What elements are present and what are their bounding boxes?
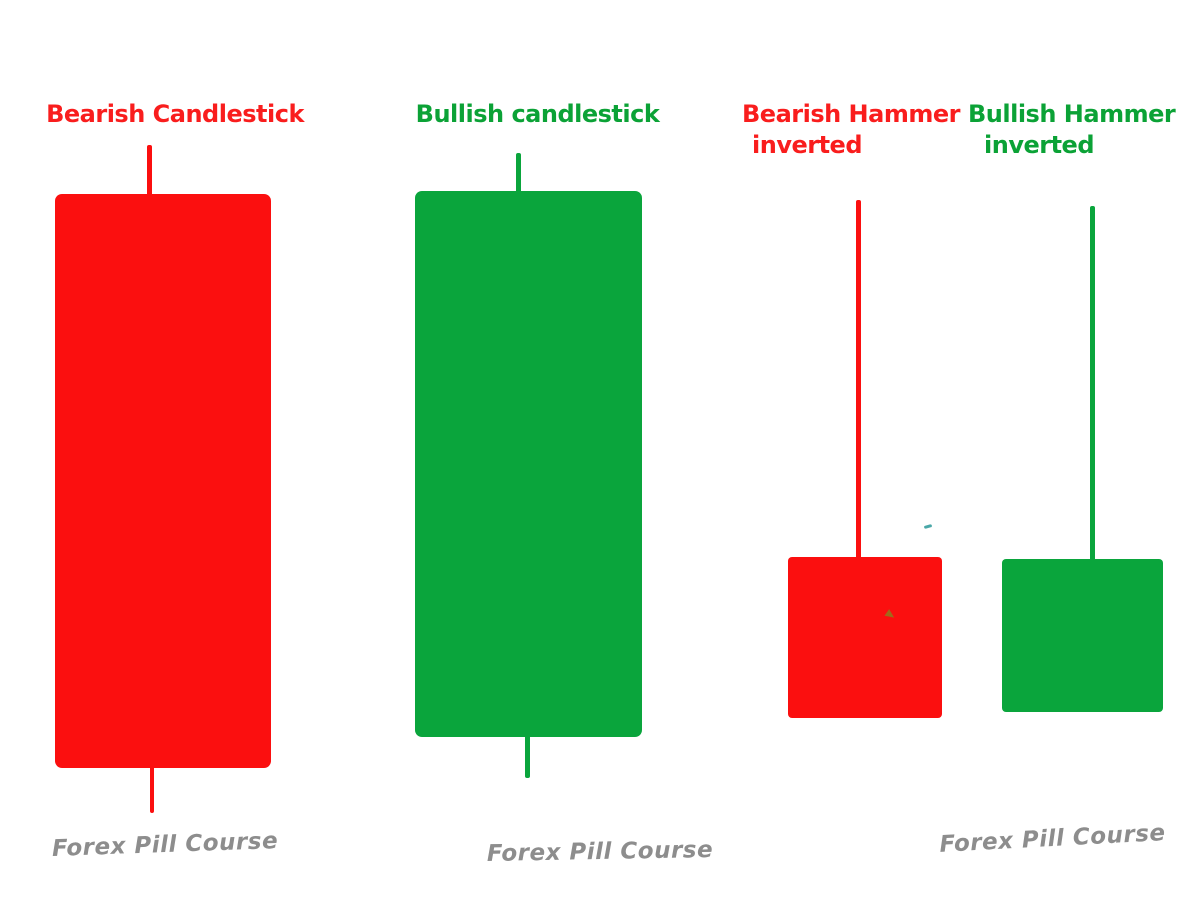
bearish-candlestick-upper-wick — [147, 145, 152, 196]
bullish-candlestick-body — [415, 191, 642, 737]
bearish-hammer-upper-wick — [856, 200, 861, 559]
bullish-candlestick-upper-wick — [516, 153, 521, 193]
bullish-hammer-upper-wick — [1090, 206, 1095, 561]
bearish-hammer-inverted-title: Bearish Hammer inverted — [742, 99, 960, 161]
watermark-left: Forex Pill Course — [51, 828, 279, 862]
bearish-hammer-title-line2: inverted — [752, 131, 863, 159]
bearish-candlestick-body — [55, 194, 271, 768]
bullish-candlestick-lower-wick — [525, 735, 530, 778]
bullish-hammer-title-line1: Bullish Hammer — [968, 100, 1176, 128]
bearish-candlestick-lower-wick — [150, 766, 154, 813]
bullish-candlestick-title: Bullish candlestick — [415, 100, 660, 128]
bullish-hammer-title-line2: inverted — [984, 131, 1095, 159]
bearish-hammer-body — [788, 557, 942, 718]
bearish-hammer-title-line1: Bearish Hammer — [742, 100, 960, 128]
watermark-right: Forex Pill Course — [938, 820, 1167, 858]
bearish-candlestick-title: Bearish Candlestick — [46, 100, 304, 128]
bullish-hammer-body — [1002, 559, 1163, 712]
bullish-hammer-inverted-title: Bullish Hammer inverted — [968, 99, 1178, 161]
stray-mark-teal — [923, 524, 933, 529]
watermark-middle: Forex Pill Course — [486, 837, 714, 867]
